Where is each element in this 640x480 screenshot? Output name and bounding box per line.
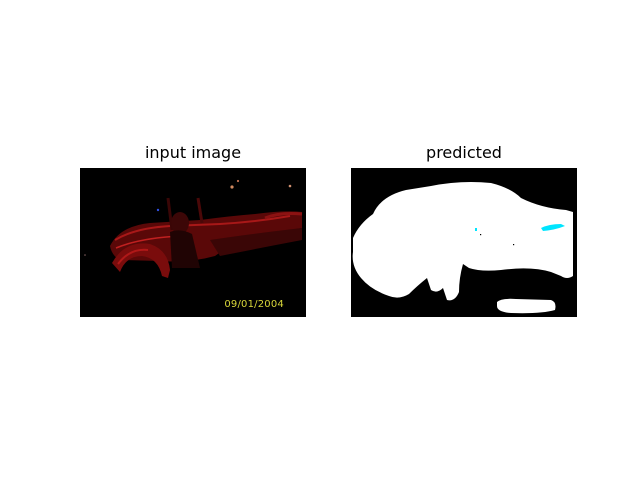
mask-cyan-highlight <box>541 224 565 231</box>
person-head <box>171 212 189 234</box>
input-image-panel: 09/01/2004 <box>80 168 306 317</box>
person-body <box>170 230 200 268</box>
mask-main-region <box>352 182 573 301</box>
predicted-mask <box>351 168 577 317</box>
predicted-mask-panel <box>351 168 577 317</box>
input-image-title: input image <box>144 143 242 162</box>
predicted-title: predicted <box>426 143 502 162</box>
mask-bottom-strip <box>497 298 556 314</box>
car-fender <box>112 243 170 278</box>
input-image <box>80 168 306 317</box>
date-stamp: 09/01/2004 <box>224 299 284 310</box>
